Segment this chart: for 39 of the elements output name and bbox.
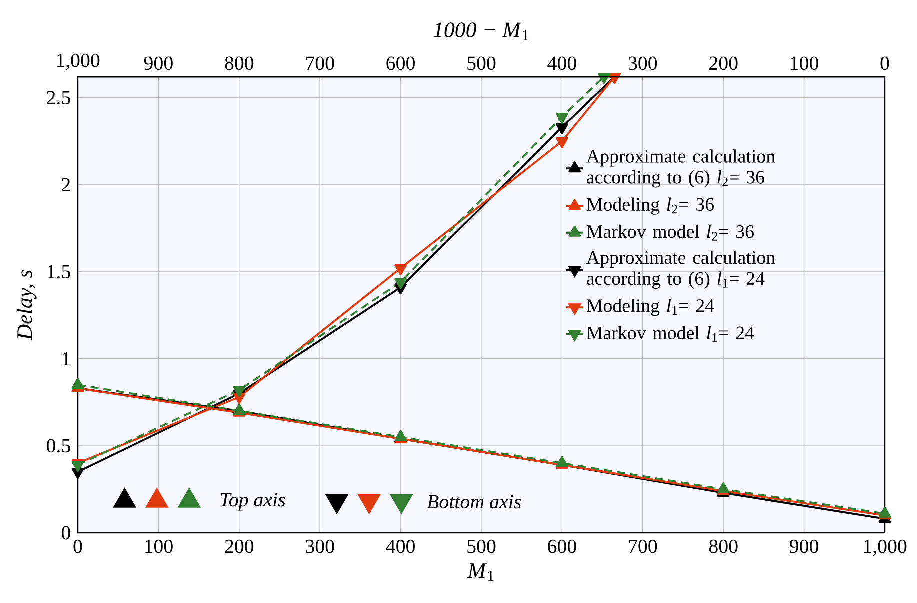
- x2-tick-label: 600: [386, 56, 415, 70]
- x2-tick-label: 400: [548, 56, 576, 70]
- x2-tick-label: 700: [306, 56, 334, 70]
- legend-label: Markov model l$_{1}$= 24: [586, 326, 754, 342]
- y-tick-label: 2: [62, 178, 70, 192]
- x-tick-label: 0: [74, 540, 82, 554]
- y-tick-label: 1.5: [48, 265, 70, 279]
- x-tick-label: 300: [306, 540, 334, 554]
- x2-tick-label: 900: [144, 56, 173, 70]
- x-tick-label: 900: [790, 540, 818, 554]
- y-axis-title: Delay, s: [16, 270, 37, 341]
- x-tick-label: 700: [629, 540, 658, 554]
- x-tick-label: 100: [146, 540, 173, 554]
- legend-label: Modeling l$_{2}$= 36: [586, 198, 714, 215]
- x2-axis-title: 1000 − M$_{1}$: [434, 22, 529, 40]
- x2-tick-label: 0: [880, 56, 890, 70]
- annotation: Top axis: [220, 493, 286, 511]
- y-tick-label: 0: [62, 526, 70, 540]
- legend-label: Modeling l$_{1}$= 24: [586, 299, 714, 316]
- x2-tick-label: 800: [225, 56, 254, 70]
- annotation: Bottom axis: [427, 495, 522, 509]
- x2-tick-label: 1,000: [57, 54, 100, 70]
- y-tick-label: 0.5: [47, 439, 70, 453]
- x-tick-label: 1,000: [864, 540, 907, 556]
- x2-tick-label: 500: [468, 56, 496, 70]
- legend-label: Approximate calculation according to (6) l$_{2}$= 36: [586, 150, 776, 188]
- x2-tick-label: 300: [628, 56, 658, 70]
- x-axis-title: M$_{1}$: [468, 564, 494, 582]
- x-tick-label: 500: [468, 540, 496, 554]
- legend-label: Markov model l$_{2}$= 36: [586, 224, 754, 241]
- x-tick-label: 600: [548, 540, 576, 554]
- x2-tick-label: 100: [791, 56, 818, 70]
- legend-label: Approximate calculation according to (6) l$_{1}$= 24: [586, 250, 776, 290]
- x-tick-label: 800: [709, 540, 738, 554]
- y-tick-label: 2.5: [47, 91, 70, 105]
- x-tick-label: 400: [386, 540, 415, 554]
- x-tick-label: 200: [225, 540, 254, 554]
- y-tick-label: 1: [62, 352, 70, 366]
- x2-tick-label: 200: [710, 56, 738, 70]
